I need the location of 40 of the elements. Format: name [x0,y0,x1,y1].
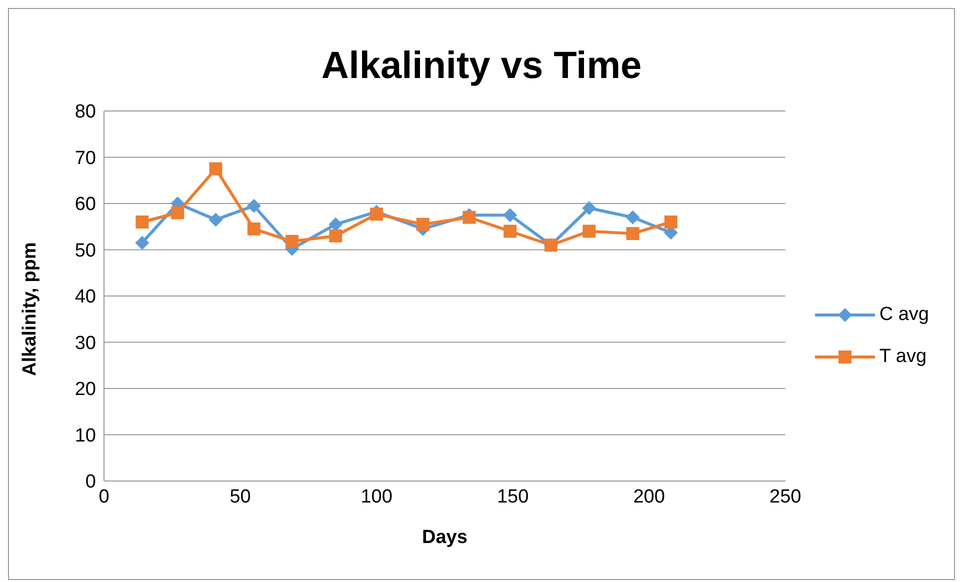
point [462,210,476,224]
point [171,206,184,220]
y-tick-label: 40 [74,286,96,308]
point [582,201,596,216]
chart-title: Alkalinity vs Time [320,45,643,89]
y-tick-label: 0 [85,472,96,493]
point [504,224,517,238]
point [286,234,299,248]
point [328,217,343,232]
point [370,208,384,221]
point [208,212,223,227]
point [503,208,518,222]
y-tick-label: 70 [74,148,96,169]
y-tick-label: 80 [74,102,96,123]
x-tick-label: 250 [770,486,802,508]
point [626,227,640,240]
y-tick-label: 10 [74,425,96,446]
x-tick-label: 200 [633,486,665,508]
point [135,236,150,250]
point [582,224,596,238]
x-tick-label: 50 [230,486,251,508]
point [136,216,149,228]
x-axis-title: Days [422,527,468,548]
x-tick-label: 0 [98,486,110,508]
y-tick-label: 20 [74,379,96,400]
y-tick-label: 60 [74,194,96,216]
legend-label: T avg [879,346,927,368]
y-tick-label: 30 [74,332,96,354]
y-tick-label: 50 [74,240,96,262]
point [416,218,430,231]
x-tick-label: 150 [496,486,529,508]
point [246,198,261,213]
point [626,210,640,224]
point [329,229,342,242]
y-axis-title: Alkalinity, ppm [20,242,41,376]
point [209,162,222,176]
legend-label: C avg [879,304,929,326]
point [664,216,678,228]
x-tick-label: 100 [360,486,392,508]
point [247,222,260,236]
